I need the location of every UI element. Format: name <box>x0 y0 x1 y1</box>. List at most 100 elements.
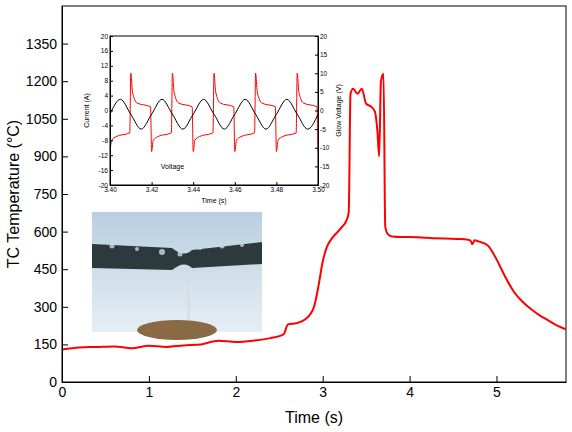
plot-area <box>110 73 318 151</box>
tick: 600 <box>34 224 68 240</box>
tick-mark <box>496 376 497 382</box>
annotation: Voltage <box>161 163 184 171</box>
tick-label: 1 <box>145 384 153 400</box>
tick-label: 3.48 <box>271 186 284 193</box>
tick-mark <box>149 376 150 382</box>
photo-droplet <box>220 244 225 249</box>
tick-mark <box>276 182 277 185</box>
tick-label: 8 <box>104 77 108 84</box>
photo-droplet <box>110 244 115 249</box>
photo-droplet <box>159 249 165 255</box>
tick-mark <box>62 269 68 270</box>
chart: 0123450150300450600750900105012001350Tim… <box>5 6 566 426</box>
tick-mark <box>315 185 318 186</box>
tick-mark <box>410 376 411 382</box>
tick: -12 <box>99 152 113 159</box>
tick-label: 0 <box>104 107 108 114</box>
tick-label: -8 <box>102 137 108 144</box>
tick-mark <box>315 55 318 56</box>
photo-droplet <box>198 246 202 250</box>
tick-label: 450 <box>34 261 58 277</box>
tick-mark <box>110 170 113 171</box>
tick-label: 4 <box>406 384 414 400</box>
tick-label: -4 <box>102 122 108 129</box>
tick-label: 0 <box>49 374 57 390</box>
y-axis-title: TC Temperature (°C) <box>5 120 22 268</box>
tick-label: 4 <box>104 92 108 99</box>
tick-label: 3.44 <box>187 186 200 193</box>
plot-frame <box>62 6 566 382</box>
tick-label: 0 <box>59 384 67 400</box>
tick-mark <box>235 182 236 185</box>
tick-mark <box>110 36 113 37</box>
tick-mark <box>62 81 68 82</box>
tick: 450 <box>34 261 68 277</box>
tick-mark <box>110 111 113 112</box>
axis-line <box>63 382 567 383</box>
tick-label: -20 <box>99 182 109 189</box>
tick-label: -12 <box>99 152 109 159</box>
tick-label: 1050 <box>26 111 57 127</box>
tick-mark <box>110 51 113 52</box>
y-axis: -20-16-12-8-4048121620 <box>99 33 113 189</box>
tick: 5 <box>493 376 501 400</box>
tick-mark <box>315 73 318 74</box>
chart-root: 0123450150300450600750900105012001350Tim… <box>0 0 572 432</box>
tick-mark <box>110 125 113 126</box>
tick-mark <box>193 182 194 185</box>
tick-label: 15 <box>320 51 328 58</box>
tick: 0 <box>315 107 324 114</box>
photo-droplet <box>135 247 139 251</box>
y2-axis: -20-15-10-505101520 <box>315 33 330 189</box>
axis-line <box>111 185 319 186</box>
tick: 900 <box>34 148 68 164</box>
tick-label: 0 <box>320 107 324 114</box>
x-axis-title: Time (s) <box>201 197 226 205</box>
tick-label: 1200 <box>26 73 57 89</box>
tick-label: 20 <box>320 33 328 40</box>
tick: -10 <box>315 144 330 151</box>
tick-mark <box>62 382 68 383</box>
tick: 10 <box>315 70 328 77</box>
tick-mark <box>323 376 324 382</box>
tick-mark <box>110 185 113 186</box>
tick-mark <box>152 182 153 185</box>
tick: 3.42 <box>146 182 159 193</box>
tick: 3.48 <box>271 182 284 193</box>
tick-label: 2 <box>232 384 240 400</box>
tick: 20 <box>315 33 328 40</box>
tick: 750 <box>34 186 68 202</box>
tick-mark <box>110 96 113 97</box>
photo-droplet <box>240 243 244 247</box>
tick: 150 <box>34 336 68 352</box>
photo-wire <box>186 264 189 320</box>
tick-label: 5 <box>320 88 324 95</box>
tick: 4 <box>406 376 414 400</box>
x-axis: 3.403.423.443.463.483.50 <box>104 182 325 193</box>
tick-mark <box>315 111 318 112</box>
tick-label: 16 <box>101 47 109 54</box>
tick-mark <box>62 194 68 195</box>
tick-mark <box>315 148 318 149</box>
x-axis-title: Time (s) <box>285 409 343 426</box>
tick-label: 300 <box>34 299 58 315</box>
tick-mark <box>315 166 318 167</box>
tick-mark <box>315 92 318 93</box>
tick: 1050 <box>26 111 68 127</box>
tick: 1 <box>145 376 153 400</box>
tick-label: 12 <box>101 62 109 69</box>
tick-label: 1350 <box>26 36 57 52</box>
tick: -5 <box>315 126 326 133</box>
tick-label: 3.46 <box>229 186 242 193</box>
tick: 3.44 <box>187 182 200 193</box>
tick: -8 <box>102 137 113 144</box>
tick: 2 <box>232 376 240 400</box>
tick: 4 <box>104 92 113 99</box>
y-axis: 0 150 300 450 600 750 900 1050 1200 1350 <box>26 7 68 390</box>
tick: 3.46 <box>229 182 242 193</box>
photo-inset <box>92 212 262 340</box>
tick: -15 <box>315 163 330 170</box>
tick-mark <box>62 307 68 308</box>
inset-background <box>80 28 346 207</box>
data-line <box>110 99 318 129</box>
